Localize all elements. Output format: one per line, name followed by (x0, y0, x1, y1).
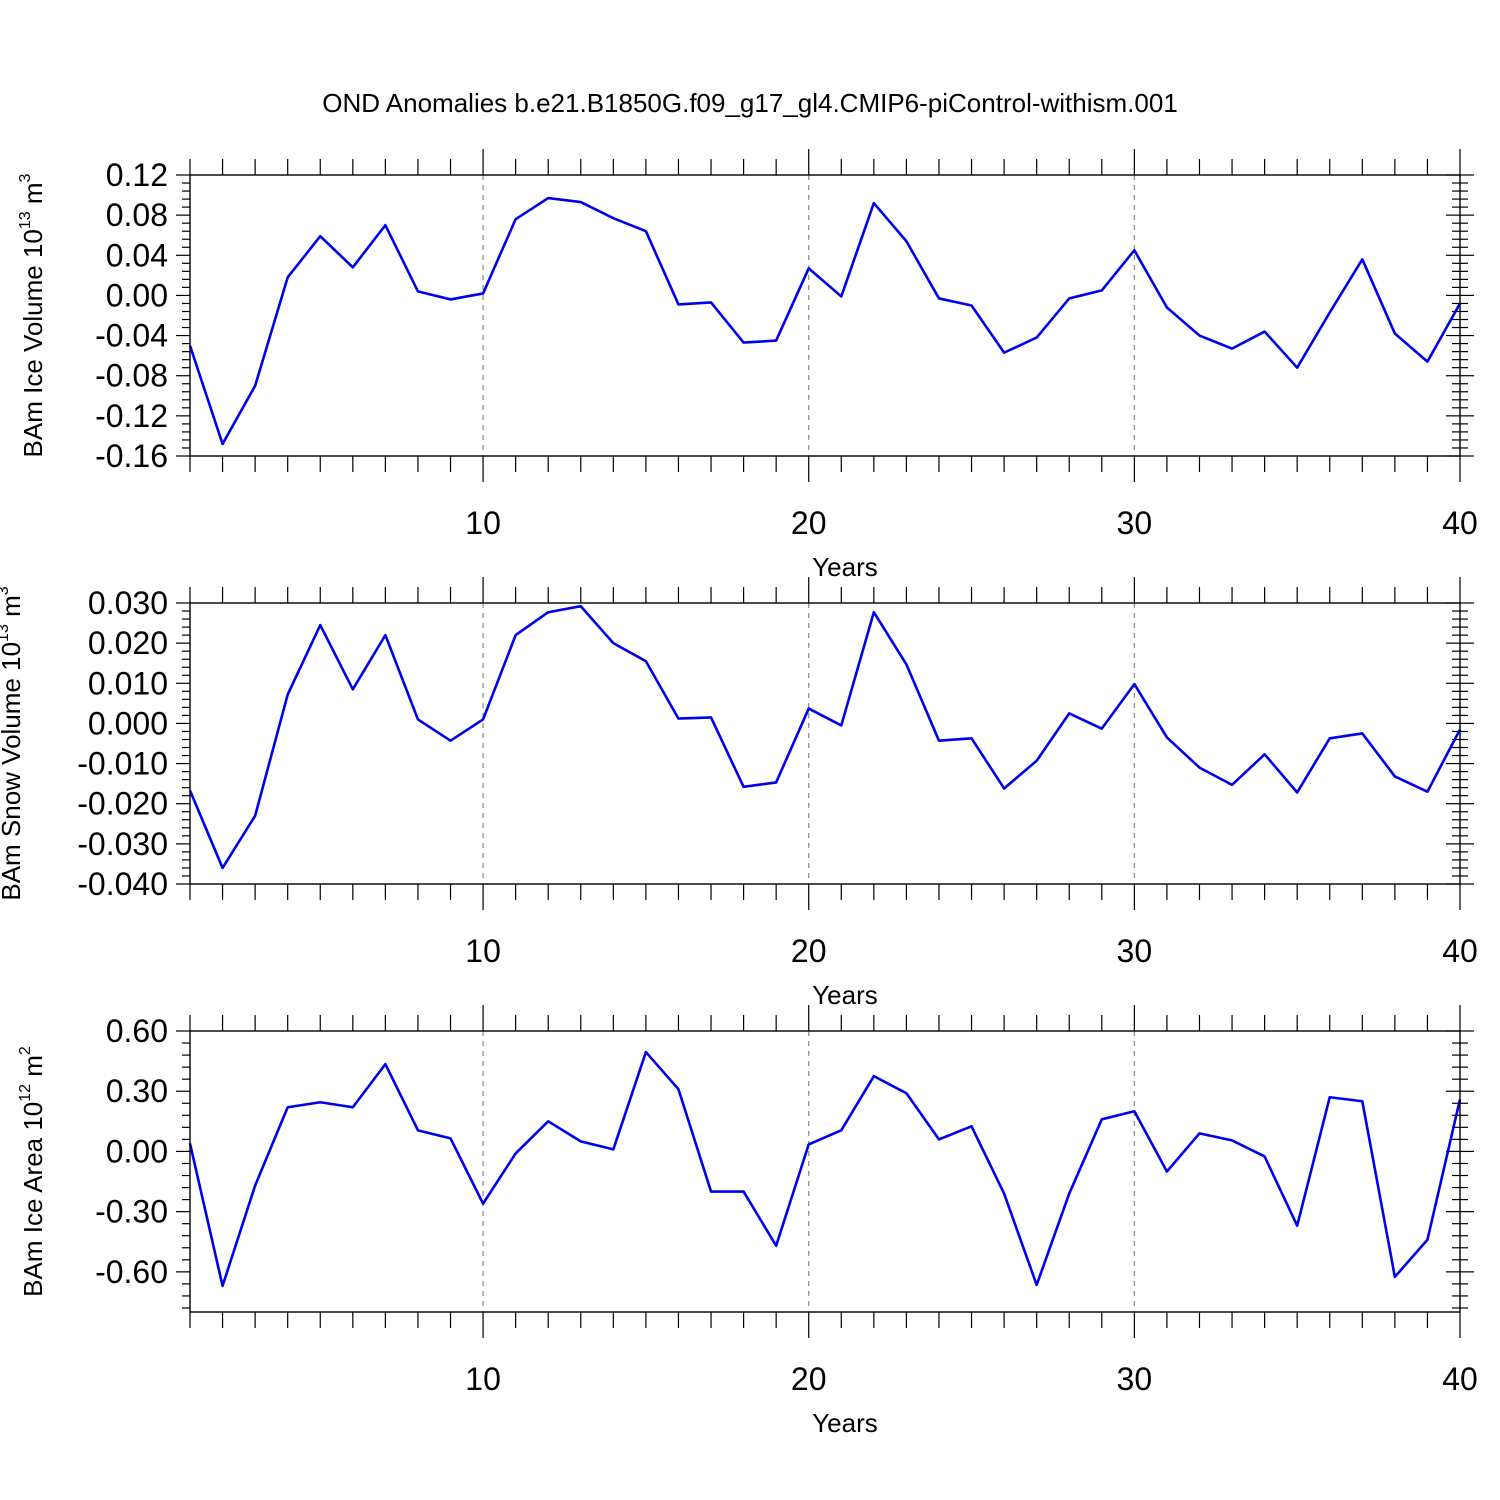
y-tick-label: -0.04 (95, 318, 168, 354)
y-tick-label: 0.12 (106, 157, 168, 193)
x-tick-label: 20 (791, 505, 827, 541)
y-tick-label: -0.040 (77, 866, 168, 902)
x-tick-label: 40 (1442, 505, 1478, 541)
y-tick-label: -0.08 (95, 358, 168, 394)
y-tick-label: 0.60 (106, 1013, 168, 1049)
y-tick-label: -0.60 (95, 1254, 168, 1290)
y-tick-label: 0.08 (106, 197, 168, 233)
y-tick-label: 0.030 (88, 585, 168, 621)
y-tick-label: 0.000 (88, 705, 168, 741)
y-tick-label: 0.010 (88, 665, 168, 701)
series-line-1 (188, 604, 1462, 870)
y-tick-label: -0.30 (95, 1194, 168, 1230)
y-tick-label: 0.00 (106, 1133, 168, 1169)
x-tick-label: 10 (465, 505, 501, 541)
x-tick-label: 20 (791, 1361, 827, 1397)
y-axis-title: BAm Ice Volume 1013 m3 (17, 173, 48, 457)
series-line-1 (188, 1050, 1462, 1288)
panel-3: -0.60 -0.30 0.00 0.30 0.60 10 20 30 40 Years BAm I… (17, 1005, 1478, 1438)
x-tick-label: 40 (1442, 933, 1478, 969)
plot-frame (189, 602, 1461, 885)
panels: -0.16 -0.12 -0.08 -0.04 0.00 0.04 0.08 0.12 10 20… (0, 149, 1478, 1438)
x-axis-title: Years (812, 1408, 878, 1438)
x-tick-label: 20 (791, 933, 827, 969)
plot-frame (189, 174, 1461, 457)
panel-2: -0.040 -0.030 -0.020 -0.010 0.000 0.010 0.020 0… (0, 577, 1478, 1010)
x-tick-label: 10 (465, 1361, 501, 1397)
x-tick-label: 30 (1117, 1361, 1153, 1397)
y-tick-label: 0.30 (106, 1073, 168, 1109)
panel-1: -0.16 -0.12 -0.08 -0.04 0.00 0.04 0.08 0.12 10 20… (17, 149, 1478, 582)
tick-marks (176, 577, 1474, 910)
series-line-1 (188, 196, 1462, 446)
x-tick-label: 30 (1117, 933, 1153, 969)
tick-marks (176, 1005, 1474, 1338)
y-tick-label: 0.00 (106, 277, 168, 313)
y-axis-title: BAm Ice Area 1012 m2 (17, 1046, 48, 1297)
x-axis-title: Years (812, 980, 878, 1010)
y-tick-label: -0.030 (77, 826, 168, 862)
x-tick-label: 40 (1442, 1361, 1478, 1397)
y-tick-label: 0.020 (88, 625, 168, 661)
y-axis-title: BAm Snow Volume 1013 m3 (0, 586, 26, 900)
y-tick-label: -0.16 (95, 438, 168, 474)
x-axis-title: Years (812, 552, 878, 582)
y-tick-label: -0.010 (77, 746, 168, 782)
figure-title: OND Anomalies b.e21.B1850G.f09_g17_gl4.C… (322, 88, 1178, 118)
y-tick-label: 0.04 (106, 237, 168, 273)
y-tick-label: -0.12 (95, 398, 168, 434)
y-tick-label: -0.020 (77, 786, 168, 822)
plot-frame (189, 1030, 1461, 1313)
tick-marks (176, 149, 1474, 482)
x-tick-label: 10 (465, 933, 501, 969)
x-tick-label: 30 (1117, 505, 1153, 541)
